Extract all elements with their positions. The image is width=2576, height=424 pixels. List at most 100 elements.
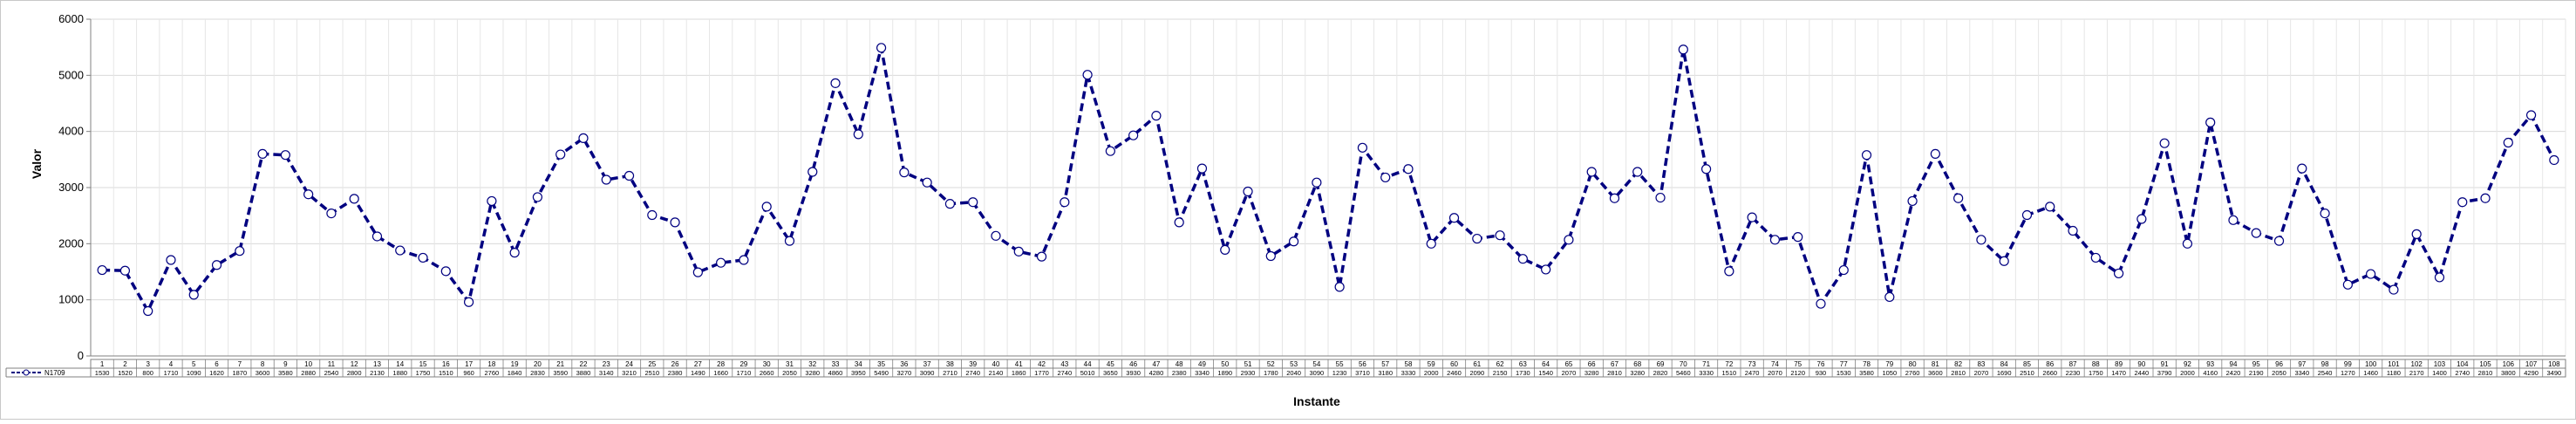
x-tick-label: 9 [283,360,288,368]
x-tick-label: 20 [534,360,542,368]
x-tick-label: 28 [717,360,725,368]
data-table-value: 3580 [278,369,293,377]
data-table-value: 2740 [965,369,980,377]
series-layer [97,43,2559,317]
data-point [830,78,841,88]
data-point [2021,209,2033,221]
data-point [1724,266,1734,277]
data-table-value: 2830 [530,369,545,377]
x-tick-label: 48 [1176,360,1183,368]
x-tick-label: 27 [694,360,702,368]
data-table-value: 2930 [1241,369,1256,377]
x-tick-label: 71 [1702,360,1710,368]
data-table-value: 2440 [2135,369,2150,377]
data-table-value: 3490 [2547,369,2562,377]
data-table-value: 1730 [1516,369,1530,377]
x-tick-label: 37 [923,360,931,368]
data-table-value: 1770 [1034,369,1049,377]
data-point [395,245,405,256]
data-point [1816,298,1826,309]
data-table-value: 5490 [874,369,889,377]
data-table-value: 5010 [1080,369,1095,377]
x-tick-label: 58 [1405,360,1413,368]
data-table-value: 2810 [1607,369,1622,377]
data-table-value: 3950 [851,369,866,377]
x-tick-label: 16 [442,360,450,368]
data-point [1930,148,1940,159]
x-tick-label: 92 [2184,360,2191,368]
data-table-value: 1620 [209,369,224,377]
data-table-value: 2190 [2249,369,2264,377]
data-table-value: 1660 [713,369,728,377]
data-table-value: 1470 [2111,369,2126,377]
x-tick-label: 84 [2000,360,2008,368]
data-table-value: 3280 [1630,369,1645,377]
x-tick-label: 100 [2365,360,2377,368]
x-tick-label: 8 [261,360,265,368]
data-point [487,195,497,207]
data-table-value: 1400 [2432,369,2447,377]
data-table-value: 2380 [668,369,683,377]
x-tick-label: 98 [2321,360,2329,368]
data-table-value: 2000 [1424,369,1439,377]
data-table-value: 2820 [1653,369,1668,377]
x-tick-label: 102 [2411,360,2423,368]
data-point [1747,212,1757,222]
x-tick-label: 105 [2479,360,2491,368]
data-point [853,129,863,140]
x-tick-label: 97 [2298,360,2306,368]
x-tick-label: 53 [1290,360,1298,368]
data-point [97,264,107,276]
data-table-value: 1780 [1264,369,1278,377]
x-tick-label: 82 [1954,360,1962,368]
data-point [1586,167,1597,177]
data-point [119,265,131,276]
y-tick-label: 4000 [58,125,84,138]
data-table-value: 3210 [622,369,637,377]
data-point [1426,238,1436,249]
data-point [2297,163,2307,174]
data-point [1884,291,1895,303]
data-point [1448,213,1460,223]
x-tick-label: 36 [900,360,908,368]
data-point [899,168,910,178]
x-tick-label: 52 [1267,360,1275,368]
data-point [349,194,359,204]
axis-layer: 0 1000 2000 3000 4000 5000 6000 [58,12,2566,362]
data-point [303,189,314,200]
x-tick-label: 38 [946,360,954,368]
x-tick-label: 35 [877,360,885,368]
x-tick-label: 46 [1129,360,1137,368]
data-point [2273,236,2285,246]
data-point [1495,230,1505,241]
data-point [2320,208,2330,219]
x-tick-label: 62 [1496,360,1504,368]
data-table-value: 3600 [256,369,270,377]
data-point [1632,167,1643,177]
data-table-value: 1050 [1882,369,1897,377]
x-tick-label: 55 [1336,360,1344,368]
data-point [1196,163,1208,174]
data-table-value: 4290 [2524,369,2539,377]
data-table-value: 2380 [1172,369,1187,377]
data-point [784,236,795,246]
data-table-value: 2880 [301,369,316,377]
data-point [143,305,153,317]
data-point [2136,214,2147,224]
data-point [2549,154,2559,166]
x-tick-label: 2 [123,360,127,368]
x-tick-label: 80 [1909,360,1917,368]
x-tick-label: 73 [1748,360,1756,368]
data-point [1999,256,2009,266]
series-line-n1709 [102,46,2556,313]
data-table-value: 4160 [2203,369,2218,377]
data-point [371,231,383,242]
data-table-value: 2760 [485,369,500,377]
x-tick-label: 101 [2388,360,2400,368]
data-point [578,133,589,143]
data-point [2159,138,2170,148]
x-tick-label: 12 [351,360,358,368]
x-tick-label: 81 [1932,360,1939,368]
data-table-value: 1270 [2341,369,2355,377]
